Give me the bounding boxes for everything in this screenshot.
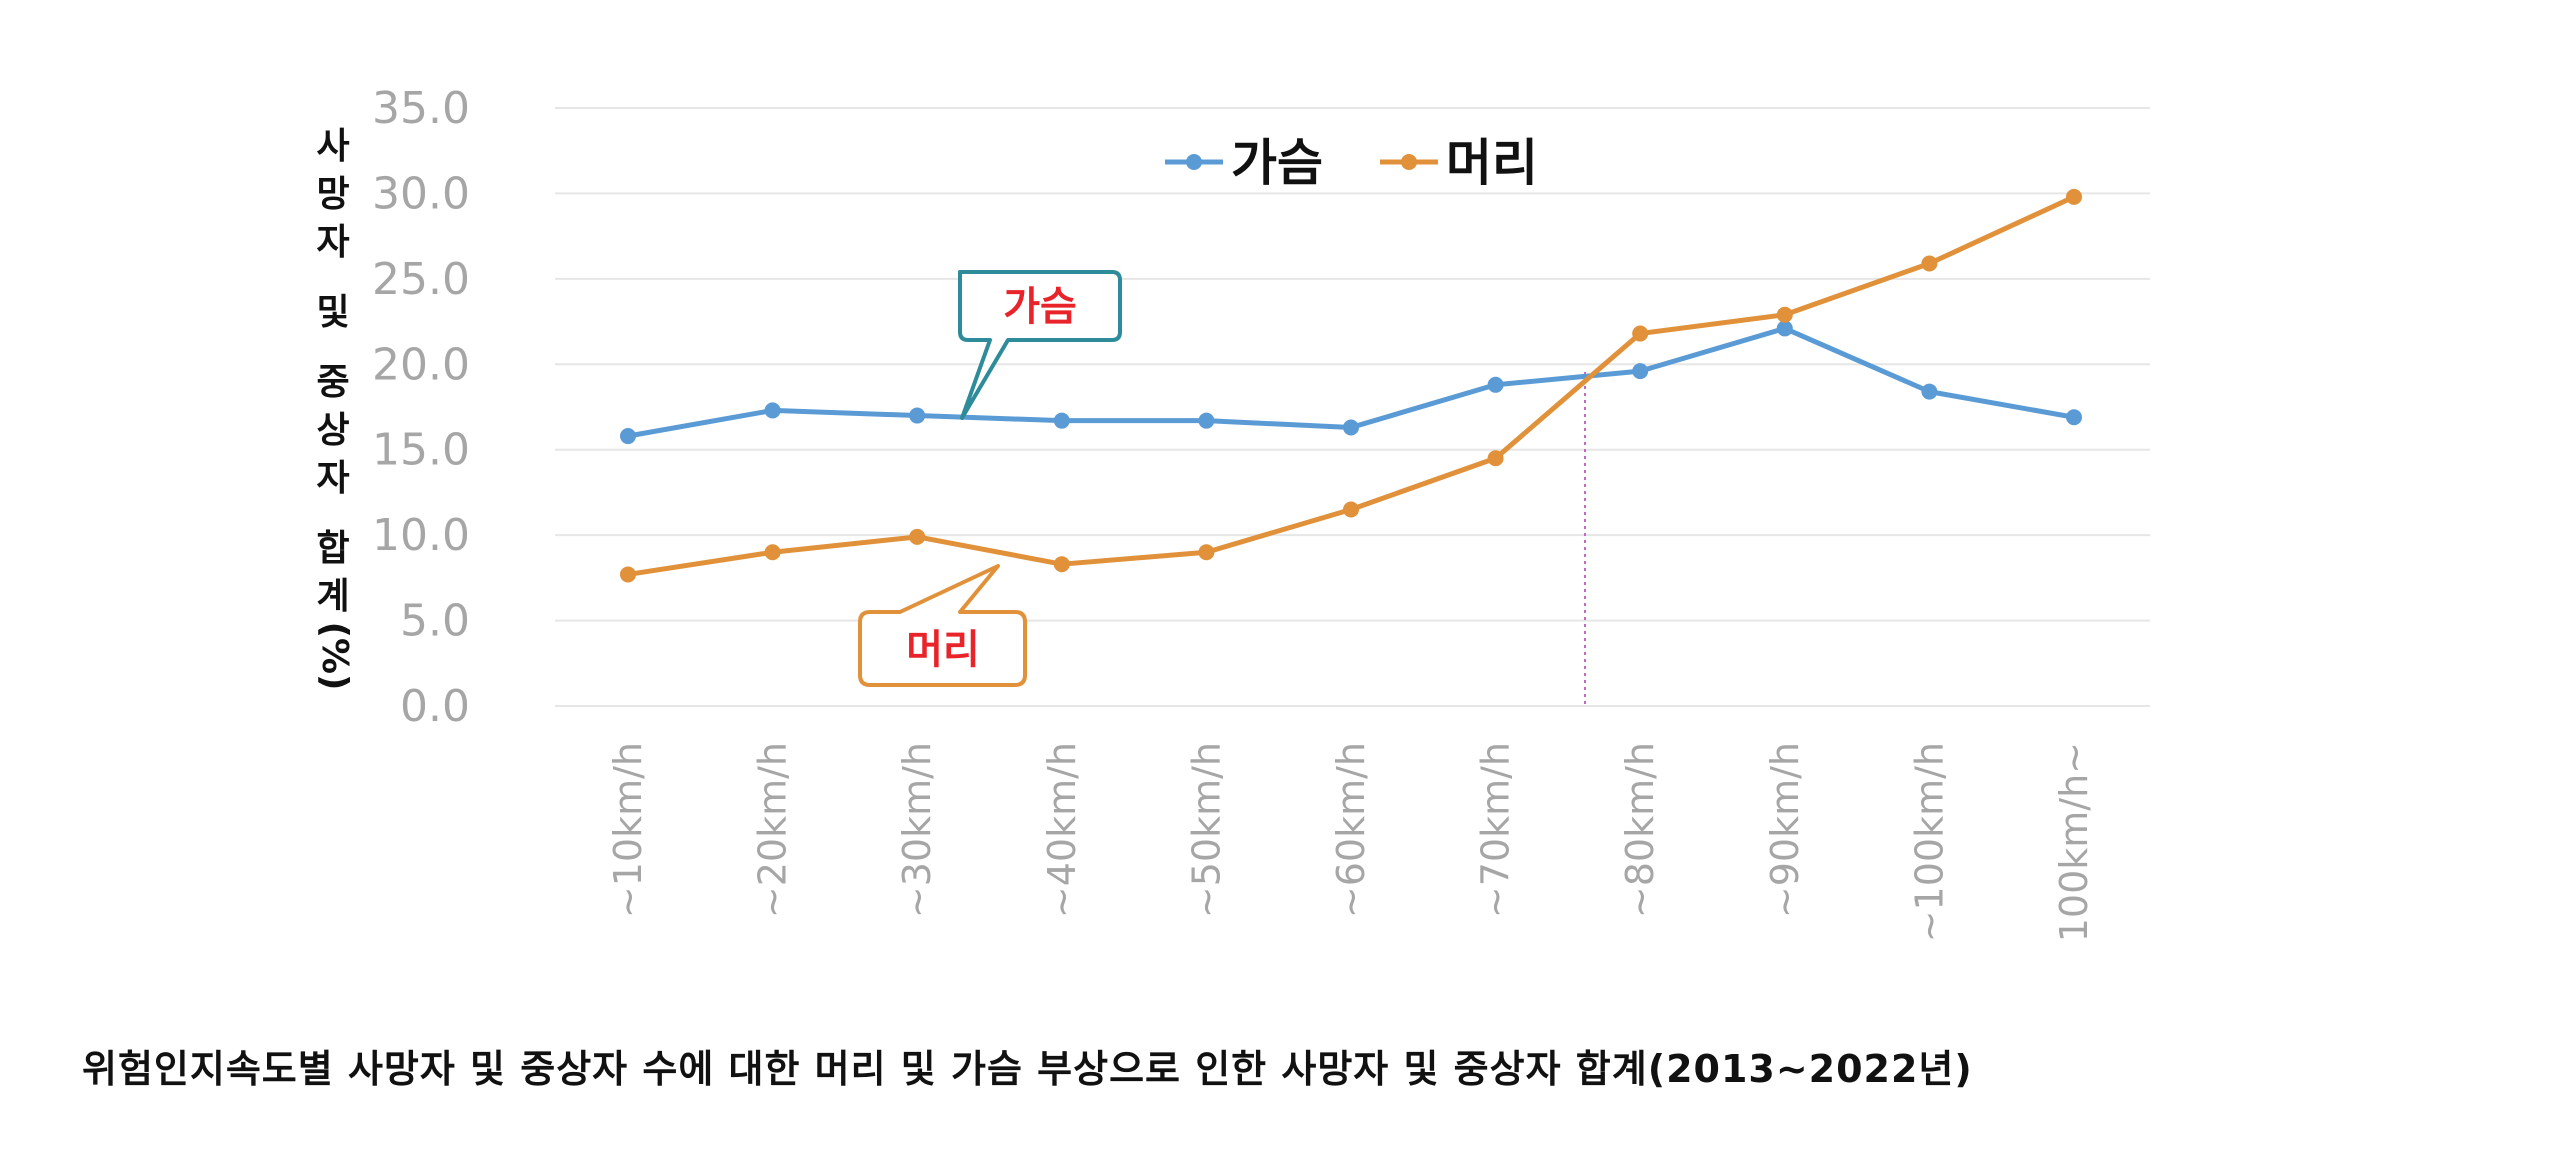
y-axis-label-char: 사 — [316, 126, 349, 167]
data-point — [1053, 412, 1070, 429]
data-point — [1921, 383, 1938, 400]
data-point — [1343, 501, 1359, 518]
y-axis-label-char: 계 — [316, 576, 349, 617]
y-tick-label: 0.0 — [400, 681, 470, 732]
y-tick-label: 30.0 — [372, 168, 470, 219]
data-point — [1487, 376, 1504, 393]
data-point — [1343, 419, 1359, 436]
data-point — [764, 544, 781, 561]
y-axis-label-char: 및 — [316, 292, 349, 333]
y-axis-unit: (%) — [314, 622, 355, 691]
legend-label: 머리 — [1446, 134, 1538, 192]
x-tick-label: ~20km/h — [751, 742, 795, 918]
y-axis-label-char: 상 — [316, 410, 349, 451]
data-point — [909, 407, 926, 424]
data-point — [1198, 412, 1215, 429]
x-tick-label: ~90km/h — [1763, 742, 1807, 918]
data-point — [909, 528, 926, 545]
data-point — [620, 566, 636, 583]
legend-swatch-marker — [1401, 154, 1417, 170]
legend-swatch-marker — [1186, 154, 1202, 170]
x-tick-label: ~80km/h — [1618, 742, 1662, 918]
data-point — [1776, 320, 1793, 337]
data-point — [1053, 556, 1070, 573]
x-tick-label: ~30km/h — [895, 742, 939, 918]
x-tick-label: ~60km/h — [1329, 742, 1373, 918]
x-tick-label: ~10km/h — [606, 742, 650, 918]
data-point — [1632, 363, 1649, 380]
x-tick-label: ~100km/h — [1907, 742, 1951, 942]
data-point — [1921, 255, 1938, 272]
x-tick-label: ~70km/h — [1474, 742, 1518, 918]
callout-label-chest: 가슴 — [1003, 284, 1077, 330]
y-tick-label: 35.0 — [372, 83, 470, 134]
data-point — [764, 402, 781, 419]
y-axis-label-char: 중 — [316, 362, 349, 403]
y-axis-label-char: 합 — [316, 528, 349, 569]
data-point — [620, 428, 636, 445]
x-tick-label: ~50km/h — [1184, 742, 1228, 918]
y-tick-label: 10.0 — [372, 510, 470, 561]
data-point — [1776, 306, 1793, 323]
legend-label: 가슴 — [1231, 134, 1323, 192]
y-tick-label: 15.0 — [372, 425, 470, 476]
y-tick-label: 25.0 — [372, 254, 470, 305]
callout-label-head: 머리 — [906, 627, 980, 673]
data-point — [1198, 544, 1215, 561]
y-tick-label: 5.0 — [400, 596, 470, 647]
data-point — [1632, 325, 1649, 342]
data-point — [1487, 450, 1504, 467]
y-axis-label-char: 자 — [316, 222, 349, 263]
y-tick-label: 20.0 — [372, 339, 470, 390]
callout-box-chest — [958, 270, 1122, 420]
data-point — [2066, 409, 2082, 426]
y-axis-label-char: 자 — [316, 458, 349, 499]
data-point — [2066, 188, 2082, 205]
x-tick-label: ~40km/h — [1040, 742, 1084, 918]
chart-caption: 위험인지속도별 사망자 및 중상자 수에 대한 머리 및 가슴 부상으로 인한 … — [82, 1047, 1973, 1091]
callout-box-head — [858, 564, 1027, 687]
y-axis-label-char: 망 — [316, 174, 349, 215]
x-tick-label: 100km/h~ — [2052, 742, 2096, 942]
series-line-head — [627, 194, 2076, 577]
